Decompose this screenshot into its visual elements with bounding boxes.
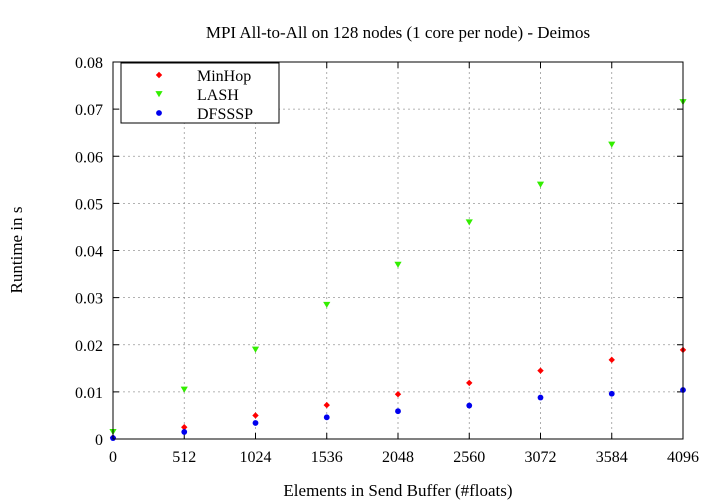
y-tick-label: 0.08 [75, 55, 103, 72]
legend-box [120, 62, 280, 124]
legend: MinHop LASH DFSSSP [120, 62, 280, 124]
legend-marker [155, 91, 163, 98]
data-point [608, 356, 615, 364]
data-point [180, 386, 188, 393]
plot-frame [112, 61, 684, 440]
data-point [536, 181, 545, 188]
data-point [323, 301, 331, 308]
y-axis-label: Runtime in s [7, 207, 26, 294]
data-point [252, 412, 259, 419]
data-point [323, 401, 330, 409]
x-tick-label: 4096 [667, 449, 699, 466]
x-tick-label: 3584 [596, 449, 628, 466]
y-tick-label: 0.03 [75, 291, 103, 308]
y-tick-label: 0.05 [75, 196, 103, 213]
data-point [608, 390, 615, 397]
series-dfsssp [110, 387, 686, 441]
x-tick-label: 1536 [311, 449, 343, 466]
data-point [537, 367, 544, 374]
y-tick-label: 0.04 [75, 244, 103, 261]
x-tick-label: 512 [172, 449, 196, 466]
data-points [109, 99, 687, 441]
y-tick-label: 0.01 [75, 385, 103, 402]
x-tick-label: 1024 [240, 449, 272, 466]
data-point [394, 391, 402, 398]
y-tick-label: 0.06 [75, 149, 103, 166]
series-lash [109, 99, 687, 436]
x-tick-label: 2048 [382, 449, 414, 466]
data-point [181, 424, 188, 431]
y-tick-label: 0.07 [75, 102, 103, 119]
data-point [466, 379, 473, 387]
data-point [395, 408, 401, 415]
data-point [323, 414, 330, 421]
x-axis-label: Elements in Send Buffer (#floats) [283, 481, 512, 500]
series-minhop [109, 346, 687, 441]
data-point [537, 394, 544, 401]
y-tick-label: 0 [95, 432, 103, 449]
data-point [251, 346, 260, 353]
legend-label: LASH [197, 87, 239, 104]
axis-ticks: 0 512 1024 1536 2048 2560 3072 3584 4096 0 0.01 0.0… [75, 55, 699, 466]
data-point [181, 429, 188, 435]
data-point [466, 402, 473, 409]
data-point [252, 420, 259, 426]
data-point [465, 219, 473, 226]
legend-label: DFSSSP [197, 106, 253, 123]
y-tick-label: 0.02 [75, 338, 103, 355]
data-point [394, 261, 402, 268]
legend-marker [156, 110, 162, 116]
x-tick-label: 2560 [453, 449, 485, 466]
legend-marker [155, 71, 163, 79]
chart-title: MPI All-to-All on 128 nodes (1 core per … [206, 23, 590, 42]
legend-label: MinHop [197, 68, 251, 85]
data-point [608, 141, 616, 148]
x-tick-label: 3072 [525, 449, 557, 466]
x-tick-label: 0 [109, 449, 117, 466]
